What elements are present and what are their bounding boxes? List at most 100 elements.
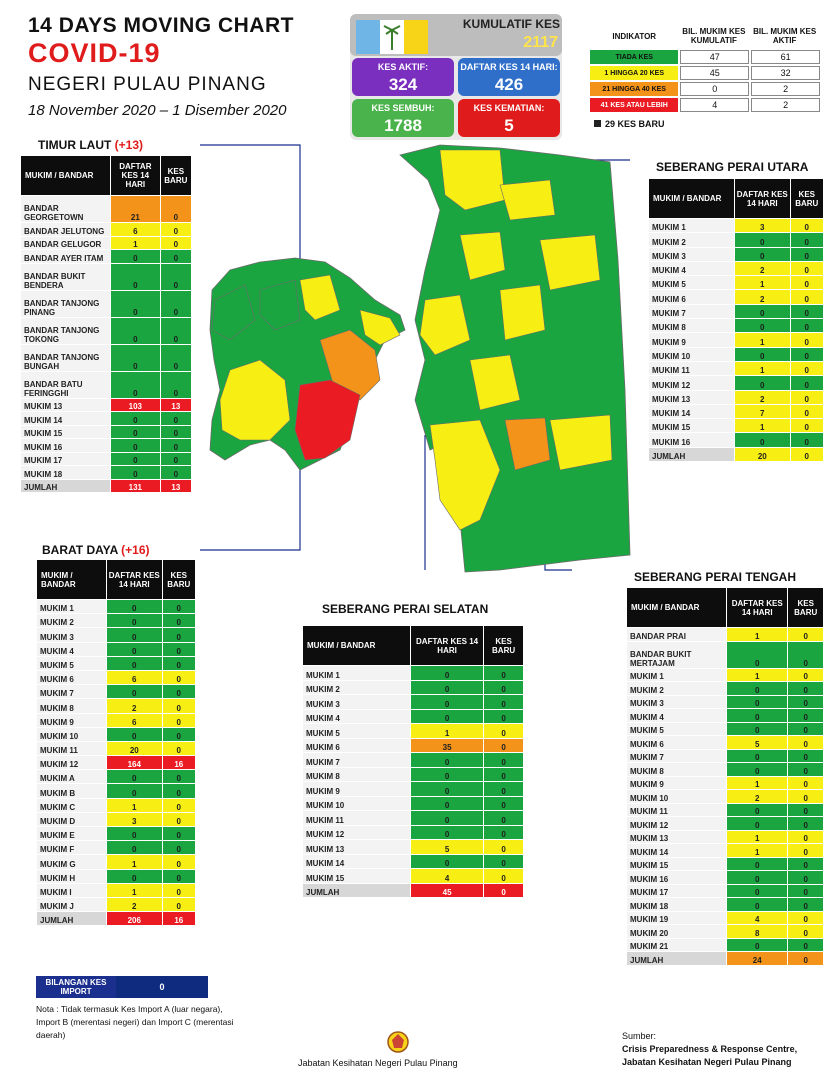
row-name: MUKIM 1 (302, 665, 411, 681)
row-name: MUKIM 17 (20, 451, 111, 466)
barat-daya-delta: (+16) (121, 543, 150, 557)
indicator-legend: INDIKATOR BIL. MUKIM KES KUMULATIF BIL. … (590, 22, 820, 114)
table-row: BANDAR BUKIT BENDERA 0 0 (20, 262, 193, 291)
col-header-daftar: DAFTAR KES 14 HARI (106, 559, 163, 600)
source-line-2: Jabatan Kesihatan Negeri Pulau Pinang (622, 1057, 792, 1067)
row-baru-value: 0 (161, 684, 197, 700)
row-baru-value: 0 (159, 438, 193, 453)
row-name: JUMLAH (626, 951, 727, 966)
row-daftar-value: 0 (106, 655, 163, 671)
row-daftar-value: 164 (106, 755, 163, 771)
row-baru-value: 0 (161, 769, 197, 785)
legend-active-count: 61 (751, 50, 820, 64)
row-baru-value: 0 (483, 723, 524, 739)
row-daftar-value: 0 (110, 370, 161, 399)
row-daftar-value: 0 (106, 726, 163, 742)
row-daftar-value: 1 (734, 418, 791, 434)
row-baru-value: 0 (787, 897, 824, 912)
row-baru-value: 0 (787, 843, 824, 858)
row-name: MUKIM 2 (626, 681, 727, 696)
row-baru-value: 0 (789, 446, 825, 463)
col-header-baru: KES BARU (483, 625, 524, 666)
row-name: BANDAR TANJONG PINANG (20, 289, 111, 318)
row-name: MUKIM 3 (36, 627, 107, 643)
row-name: MUKIM 8 (626, 762, 727, 777)
penang-mainland (399, 144, 631, 573)
registered-cases-tile: DAFTAR KES 14 HARI: 426 (458, 58, 560, 96)
row-daftar-value: 0 (106, 684, 163, 700)
row-daftar-value: 0 (409, 853, 485, 869)
row-baru-value: 16 (161, 755, 197, 771)
row-daftar-value: 0 (725, 937, 789, 952)
row-baru-value: 0 (483, 810, 524, 826)
row-name: MUKIM 1 (626, 667, 727, 682)
row-daftar-value: 0 (110, 465, 161, 480)
row-baru-value: 0 (787, 883, 824, 898)
col-header-daftar: DAFTAR KES 14 HARI (409, 625, 485, 666)
row-baru-value: 0 (787, 667, 824, 682)
legend-active-count: 2 (751, 98, 820, 112)
legend-cumulative-count: 0 (680, 82, 750, 96)
legend-active-count: 32 (751, 66, 820, 80)
recovered-tile: KES SEMBUH: 1788 (352, 99, 454, 137)
row-daftar-value: 0 (725, 897, 789, 912)
row-daftar-value: 21 (110, 195, 161, 223)
row-daftar-value: 0 (725, 762, 789, 777)
row-daftar-value: 0 (106, 627, 163, 643)
row-baru-value: 0 (483, 766, 524, 782)
row-baru-value: 0 (787, 640, 824, 669)
row-name: BANDAR GELUGOR (20, 235, 111, 250)
connector-line-timur-laut (200, 144, 301, 260)
table-row: MUKIM 14 7 0 (648, 403, 825, 420)
table-row: MUKIM 13 5 0 (302, 839, 524, 855)
row-daftar-value: 0 (110, 451, 161, 466)
col-header-daftar: DAFTAR KES 14 HARI (734, 178, 791, 219)
row-baru-value: 0 (159, 424, 193, 439)
legend-row: 1 HINGGA 20 KES 45 32 (590, 66, 820, 80)
row-daftar-value: 1 (106, 854, 163, 870)
legend-indicator: 41 KES ATAU LEBIH (590, 98, 679, 112)
row-daftar-value: 2 (734, 260, 791, 277)
row-name: MUKIM 14 (648, 403, 735, 420)
row-daftar-value: 0 (725, 870, 789, 885)
covid-title: COVID-19 (28, 38, 161, 68)
row-daftar-value: 2 (734, 389, 791, 405)
row-name: MUKIM 9 (36, 712, 107, 728)
row-name: JUMLAH (648, 446, 735, 463)
row-baru-value: 0 (787, 789, 824, 804)
row-daftar-value: 206 (106, 911, 163, 927)
row-name: MUKIM 8 (648, 318, 735, 334)
row-daftar-value: 131 (110, 478, 161, 493)
row-baru-value: 0 (789, 289, 825, 305)
row-baru-value: 0 (161, 669, 197, 686)
row-baru-value: 0 (161, 598, 197, 615)
legend-cumulative-count: 45 (680, 66, 750, 80)
row-name: MUKIM 15 (626, 856, 727, 871)
new-cases-note: 29 KES BARU (594, 119, 665, 129)
row-name: JUMLAH (20, 478, 111, 493)
row-baru-value: 0 (159, 370, 193, 399)
row-daftar-value: 0 (725, 883, 789, 898)
row-baru-value: 0 (483, 839, 524, 855)
row-daftar-value: 1 (734, 275, 791, 291)
row-daftar-value: 1 (725, 829, 789, 844)
row-name: BANDAR TANJONG BUNGAH (20, 343, 111, 372)
table-row: MUKIM 11 20 0 (36, 740, 197, 757)
row-daftar-value: 1 (106, 882, 163, 898)
legend-head-active: BIL. MUKIM KES AKTIF (753, 27, 817, 45)
sp-selatan-title: SEBERANG PERAI SELATAN (322, 602, 489, 616)
row-name: MUKIM 5 (36, 655, 107, 671)
row-daftar-value: 0 (734, 318, 791, 334)
row-name: BANDAR PRAI (626, 627, 727, 642)
row-daftar-value: 35 (409, 737, 485, 753)
row-baru-value: 0 (787, 937, 824, 952)
